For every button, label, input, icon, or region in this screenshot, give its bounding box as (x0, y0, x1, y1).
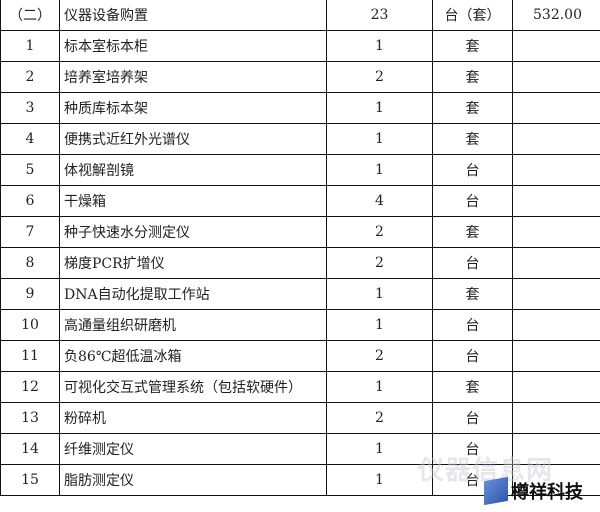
item-amount (512, 216, 600, 248)
row-number: 5 (0, 154, 60, 186)
item-unit: 套 (432, 30, 513, 62)
item-qty: 1 (326, 30, 433, 62)
item-qty: 1 (326, 371, 433, 403)
table-row: 7 种子快速水分测定仪 2 套 (0, 216, 600, 248)
row-number: 7 (0, 216, 60, 248)
item-unit: 台 (432, 340, 513, 372)
item-amount (512, 154, 600, 186)
item-unit: 台 (432, 247, 513, 279)
item-name: 梯度PCR扩增仪 (59, 247, 327, 279)
item-amount (512, 30, 600, 62)
row-number: 8 (0, 247, 60, 279)
item-name: 负86℃超低温冰箱 (59, 340, 327, 372)
item-unit: 台 (432, 154, 513, 186)
item-amount (512, 371, 600, 403)
item-qty: 1 (326, 123, 433, 155)
table-row: 6 干燥箱 4 台 (0, 185, 600, 217)
row-number: 15 (0, 464, 60, 496)
item-qty: 1 (326, 464, 433, 496)
item-amount (512, 278, 600, 310)
item-unit: 套 (432, 278, 513, 310)
item-unit: 套 (432, 61, 513, 93)
item-name: 培养室培养架 (59, 61, 327, 93)
item-qty: 1 (326, 154, 433, 186)
item-amount (512, 92, 600, 124)
row-number: 9 (0, 278, 60, 310)
item-name: DNA自动化提取工作站 (59, 278, 327, 310)
item-name: 纤维测定仪 (59, 433, 327, 465)
item-name: 体视解剖镜 (59, 154, 327, 186)
item-name: 种质库标本架 (59, 92, 327, 124)
item-name: 脂肪测定仪 (59, 464, 327, 496)
row-number: 11 (0, 340, 60, 372)
item-qty: 2 (326, 402, 433, 434)
item-unit: 台 (432, 402, 513, 434)
item-amount (512, 402, 600, 434)
table-row: 11 负86℃超低温冰箱 2 台 (0, 340, 600, 372)
item-unit: 台 (432, 185, 513, 217)
item-qty: 1 (326, 92, 433, 124)
table-row: 4 便携式近红外光谱仪 1 套 (0, 123, 600, 155)
table-row: 15 脂肪测定仪 1 台 (0, 464, 600, 496)
table-row: 5 体视解剖镜 1 台 (0, 154, 600, 186)
item-qty: 2 (326, 216, 433, 248)
cube-logo-icon (484, 476, 508, 506)
item-amount (512, 123, 600, 155)
item-amount (512, 61, 600, 93)
row-number: 4 (0, 123, 60, 155)
table-row: 10 高通量组织研磨机 1 台 (0, 309, 600, 341)
item-name: 可视化交互式管理系统（包括软硬件） (59, 371, 327, 403)
row-number: 12 (0, 371, 60, 403)
item-qty: 2 (326, 340, 433, 372)
item-name: 粉碎机 (59, 402, 327, 434)
item-amount (512, 464, 600, 496)
item-unit: 套 (432, 123, 513, 155)
table-row: 2 培养室培养架 2 套 (0, 61, 600, 93)
item-unit: 台 (432, 309, 513, 341)
logo-text: 樽祥科技 (511, 482, 583, 503)
table-row: 13 粉碎机 2 台 (0, 402, 600, 434)
item-name: 便携式近红外光谱仪 (59, 123, 327, 155)
item-name: 种子快速水分测定仪 (59, 216, 327, 248)
row-number: 3 (0, 92, 60, 124)
table-row: 12 可视化交互式管理系统（包括软硬件） 1 套 (0, 371, 600, 403)
item-qty: 1 (326, 309, 433, 341)
row-number: 2 (0, 61, 60, 93)
item-qty: 1 (326, 433, 433, 465)
table-row: 14 纤维测定仪 1 台 (0, 433, 600, 465)
section-unit: 台（套） (432, 0, 513, 31)
item-name: 高通量组织研磨机 (59, 309, 327, 341)
equipment-table: （二） 仪器设备购置 23 台（套） 532.00 1 标本室标本柜 1 套 2 培养室培… (0, 0, 600, 496)
row-number: 14 (0, 433, 60, 465)
item-qty: 1 (326, 278, 433, 310)
item-unit: 套 (432, 92, 513, 124)
logo: 樽祥科技 (484, 476, 583, 506)
table-row: 9 DNA自动化提取工作站 1 套 (0, 278, 600, 310)
item-name: 标本室标本柜 (59, 30, 327, 62)
item-amount (512, 247, 600, 279)
row-number: 6 (0, 185, 60, 217)
item-unit: 套 (432, 371, 513, 403)
item-name: 干燥箱 (59, 185, 327, 217)
item-unit: 套 (432, 216, 513, 248)
section-amount: 532.00 (512, 0, 600, 31)
table-row: 3 种质库标本架 1 套 (0, 92, 600, 124)
row-number: 13 (0, 402, 60, 434)
section-name: 仪器设备购置 (59, 0, 327, 31)
item-amount (512, 309, 600, 341)
table-row: 1 标本室标本柜 1 套 (0, 30, 600, 62)
item-qty: 2 (326, 247, 433, 279)
section-index: （二） (0, 0, 60, 31)
item-qty: 4 (326, 185, 433, 217)
item-amount (512, 340, 600, 372)
row-number: 1 (0, 30, 60, 62)
section-row: （二） 仪器设备购置 23 台（套） 532.00 (0, 0, 600, 31)
item-amount (512, 185, 600, 217)
item-qty: 2 (326, 61, 433, 93)
row-number: 10 (0, 309, 60, 341)
section-qty: 23 (326, 0, 433, 31)
table-row: 8 梯度PCR扩增仪 2 台 (0, 247, 600, 279)
